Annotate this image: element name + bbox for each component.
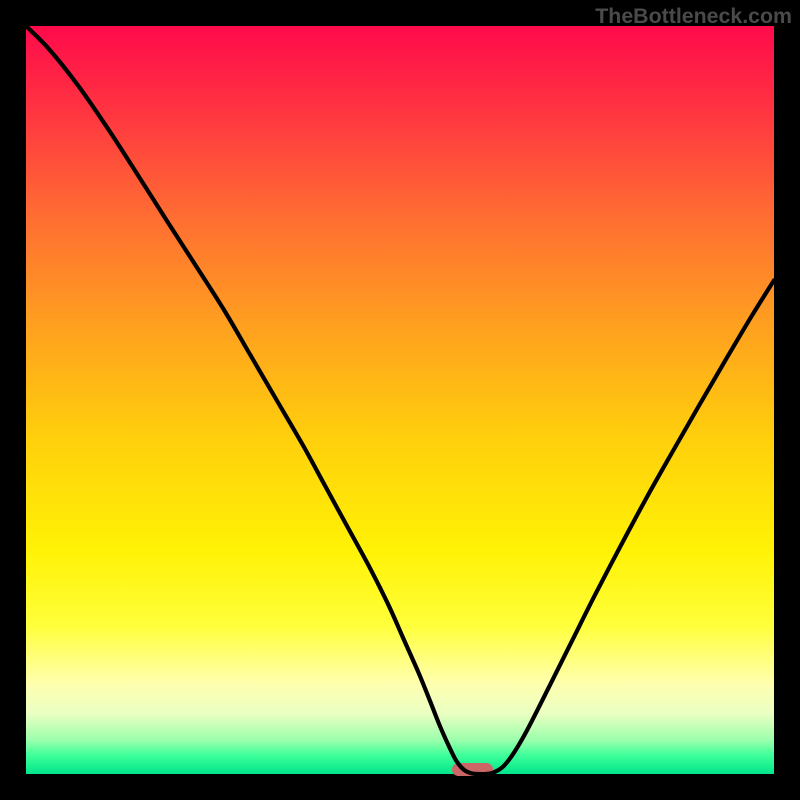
plot-area (26, 26, 774, 774)
bottleneck-curve (26, 26, 774, 774)
chart-frame: TheBottleneck.com (0, 0, 800, 800)
watermark-text: TheBottleneck.com (595, 4, 792, 29)
curve-path (26, 26, 774, 774)
